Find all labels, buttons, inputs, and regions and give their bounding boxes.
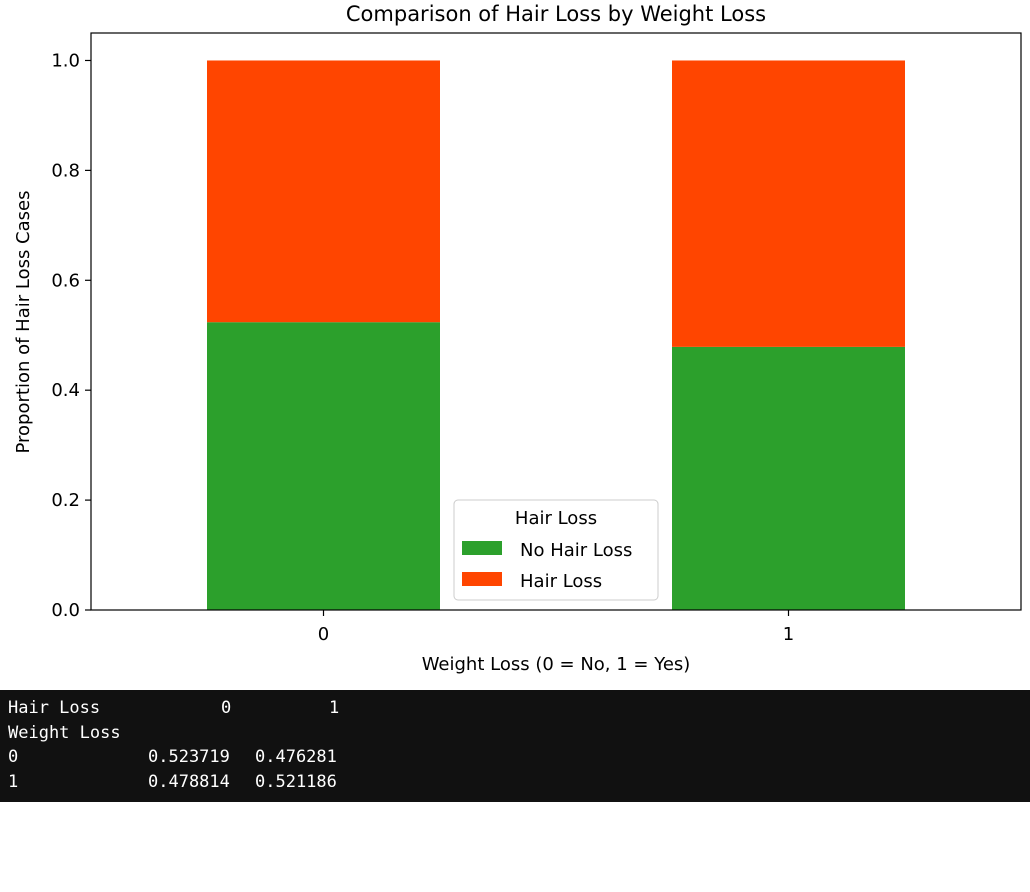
axes-layer: 0.0 0.2 0.4 0.6 0.8 1.0 0 1	[51, 32, 1022, 645]
bar-hair-loss-0	[207, 60, 440, 323]
console-cell: 0.476281	[255, 747, 337, 767]
chart-area: Comparison of Hair Loss by Weight Loss 0…	[13, 2, 1022, 675]
y-tick-label: 0.4	[51, 380, 80, 401]
console-row-index: 0	[8, 747, 19, 767]
console-index-label: Weight Loss	[8, 722, 121, 743]
plot-frame	[90, 32, 1022, 611]
console-index-row: Weight Loss	[0, 721, 1030, 746]
legend: Hair Loss No Hair Loss Hair Loss	[453, 499, 659, 601]
bar-hair-loss-1	[672, 60, 905, 347]
console-data-row: 0 0.523719 0.476281	[0, 745, 1030, 770]
y-tick-label: 0.6	[51, 270, 80, 291]
console-cell: 0.521186	[255, 771, 337, 792]
console-row-index: 1	[8, 771, 19, 792]
y-tick-label: 1.0	[51, 50, 80, 71]
bar-no-hair-loss-0	[207, 322, 440, 610]
y-axis-label: Proportion of Hair Loss Cases	[13, 191, 34, 454]
legend-title: Hair Loss	[515, 508, 597, 529]
chart-title: Comparison of Hair Loss by Weight Loss	[346, 2, 766, 26]
bar-no-hair-loss-1	[672, 346, 905, 610]
stacked-bar-chart: Comparison of Hair Loss by Weight Loss 0…	[13, 2, 1022, 675]
console-cell: 0.523719	[148, 747, 230, 767]
x-tick-label: 0	[318, 624, 329, 645]
console-cell: 0.478814	[148, 771, 230, 792]
legend-frame	[453, 499, 659, 601]
legend-swatch-hair-loss	[462, 572, 502, 586]
legend-swatch-no-hair-loss	[462, 541, 502, 555]
y-tick-label: 0.2	[51, 490, 80, 511]
y-tick-label: 0.8	[51, 160, 80, 181]
console-header-label: Hair Loss	[8, 698, 101, 718]
console-header-col: 1	[329, 698, 340, 718]
y-tick-label: 0.0	[51, 600, 80, 621]
console-output: Hair Loss 0 1 Weight Loss 0 0.523719 0.4…	[0, 690, 1030, 802]
bars-layer	[207, 60, 905, 610]
console-data-row: 1 0.478814 0.521186	[0, 770, 1030, 795]
x-tick-label: 1	[783, 624, 794, 645]
console-header-row: Hair Loss 0 1	[0, 696, 1030, 721]
console-header-col: 0	[221, 698, 232, 718]
legend-label-no-hair-loss: No Hair Loss	[520, 540, 632, 561]
x-axis-label: Weight Loss (0 = No, 1 = Yes)	[422, 654, 691, 675]
legend-label-hair-loss: Hair Loss	[520, 571, 602, 592]
